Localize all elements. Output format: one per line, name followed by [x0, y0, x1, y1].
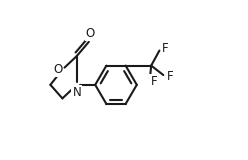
Text: O: O	[86, 27, 95, 40]
Text: F: F	[162, 41, 168, 55]
Text: N: N	[72, 86, 81, 99]
Text: F: F	[150, 75, 157, 88]
Text: F: F	[166, 70, 173, 83]
Text: O: O	[53, 63, 62, 76]
